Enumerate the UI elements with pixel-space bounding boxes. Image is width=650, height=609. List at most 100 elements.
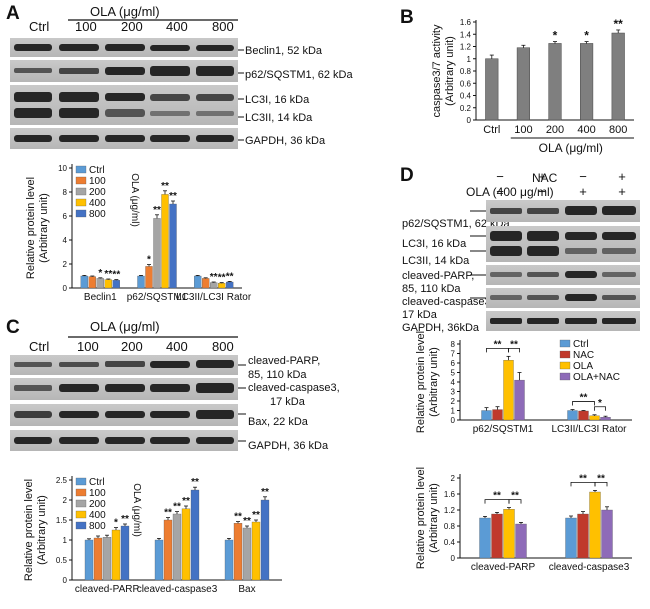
nac-sign-nac: + — [538, 169, 546, 184]
panel-d-band-parp: cleaved-PARP, — [402, 270, 475, 282]
y-tick-label: 0.5 — [56, 556, 68, 565]
y-tick-label: 3 — [451, 388, 456, 397]
bar-OLA+NAC — [600, 416, 611, 421]
bracket-label: ** — [510, 339, 518, 350]
legend-swatch-Ctrl — [559, 339, 571, 348]
y-tick-label: 0 — [451, 416, 456, 425]
legend-label: 400 — [89, 510, 106, 521]
legend-swatch-200 — [75, 499, 87, 508]
y-axis-label: caspase3/7 activity(Arbitrary unit) — [431, 24, 456, 117]
y-tick-label: 1 — [467, 55, 472, 64]
panel-c-lane-400: 400 — [166, 339, 188, 354]
y-tick-label: 1 — [451, 407, 456, 416]
significance-bracket — [508, 499, 522, 504]
nac-sign-ctrl: − — [496, 169, 504, 184]
bar-100 — [202, 278, 210, 289]
y-tick-label: 1.2 — [444, 506, 456, 515]
blot-a-lc3 — [10, 85, 238, 125]
panel-c-band-bax: Bax, 22 kDa — [248, 416, 308, 428]
panel-d-band-parp-kda: 85, 110 kDa — [402, 283, 461, 295]
y-tick-label: 0.8 — [460, 67, 472, 76]
y-tick-label: 0 — [63, 284, 68, 293]
y-tick-label: 1.6 — [460, 18, 472, 27]
y-tick-label: 6 — [451, 359, 456, 368]
significance-mark: ** — [218, 273, 226, 284]
blot-d-gapdh — [486, 311, 640, 331]
y-axis-label: Relative protein level(Arbitrary unit) — [25, 177, 50, 279]
bar-OLA — [503, 359, 514, 421]
y-tick-label: 0.4 — [444, 538, 456, 547]
bar-OLA — [589, 415, 600, 421]
legend-swatch-200 — [75, 187, 87, 196]
significance-mark: ** — [182, 496, 190, 507]
significance-mark: ** — [210, 272, 218, 283]
bar-800 — [611, 32, 625, 121]
y-axis-label-line: (Arbitrary unit) — [428, 483, 440, 553]
panel-d-band-casp3: cleaved-caspase3, — [402, 296, 494, 308]
bar-200 — [172, 513, 182, 581]
significance-bracket — [594, 406, 606, 411]
legend-title: OLA (μg/ml) — [131, 483, 142, 537]
y-tick-label: 0 — [451, 554, 456, 563]
panel-d-row-nac: NAC — [532, 171, 558, 185]
category-label: cleaved-caspase3 — [137, 584, 218, 595]
bar-OLA+NAC — [601, 509, 613, 559]
bar-800 — [260, 499, 270, 581]
significance-mark: ** — [104, 269, 112, 280]
significance-mark: * — [147, 255, 151, 266]
bar-800 — [120, 525, 130, 581]
ola-sign-ola: + — [579, 184, 587, 199]
panel-c-band-gapdh: GAPDH, 36 kDa — [248, 440, 329, 452]
ola-sign-ctrl: − — [496, 184, 504, 199]
category-label: Ctrl — [483, 124, 500, 136]
significance-mark: ** — [234, 512, 242, 523]
bar-Ctrl — [565, 517, 577, 559]
nac-sign-olanac: + — [618, 169, 626, 184]
significance-bracket — [508, 347, 520, 353]
chart-a-quant: 0 2 4 6 8 10 Relative protein level(Arbitrary … — [25, 164, 252, 303]
panel-a-blots — [10, 38, 244, 149]
legend-swatch-400 — [75, 198, 87, 207]
category-label: cleaved-caspase3 — [549, 562, 630, 573]
significance-bracket — [594, 482, 608, 487]
y-axis-label-line: Relative protein level — [415, 331, 427, 433]
significance-mark: ** — [252, 510, 260, 521]
bar-400 — [218, 283, 226, 289]
y-tick-label: 0 — [63, 576, 68, 585]
panel-d-band-lc3ii: LC3II, 14 kDa — [402, 255, 470, 267]
bar-200 — [96, 278, 104, 289]
significance-mark: ** — [261, 487, 269, 498]
panel-c-band-casp3-kda: 17 kDa — [270, 396, 305, 408]
bar-Ctrl — [80, 275, 88, 289]
panel-d-row-ola: OLA (400 μg/ml) — [466, 185, 554, 199]
y-axis-label-line: (Arbitrary unit) — [38, 193, 50, 263]
significance-mark: * — [114, 518, 118, 529]
y-tick-label: 0.8 — [444, 522, 456, 531]
category-label: p62/SQSTM1 — [473, 424, 534, 435]
blot-d-parp — [486, 265, 640, 285]
significance-mark: ** — [173, 502, 181, 513]
panel-a-lane-400: 400 — [166, 19, 188, 34]
bar-NAC — [492, 409, 503, 421]
bar-800 — [169, 203, 177, 289]
bar-200 — [548, 43, 562, 121]
significance-mark: ** — [169, 191, 177, 202]
legend-swatch-800 — [75, 209, 87, 218]
chart-d-quant-2: 0 0.4 0.8 1.2 1.6 2 Relative protein level(Arb… — [415, 467, 632, 573]
panel-a-ola-header: OLA (μg/ml) — [90, 4, 160, 19]
category-label: 400 — [577, 124, 595, 136]
bracket-label: ** — [493, 491, 501, 502]
bar-Ctrl — [479, 517, 491, 559]
panel-a-band-lc3i: LC3I, 16 kDa — [245, 94, 310, 106]
category-label: cleaved-PARP — [471, 562, 536, 573]
y-tick-label: 8 — [63, 188, 68, 197]
category-label: LC3II/LC3I Rator — [551, 424, 627, 435]
y-tick-label: 1.5 — [56, 516, 68, 525]
bar-100 — [145, 266, 153, 289]
bar-200 — [242, 527, 252, 581]
panel-c-band-casp3: cleaved-caspase3, — [248, 382, 340, 394]
panel-d-signs: − + − + − − + + — [496, 169, 626, 199]
bar-200 — [102, 537, 112, 581]
bar-Ctrl — [194, 275, 202, 289]
